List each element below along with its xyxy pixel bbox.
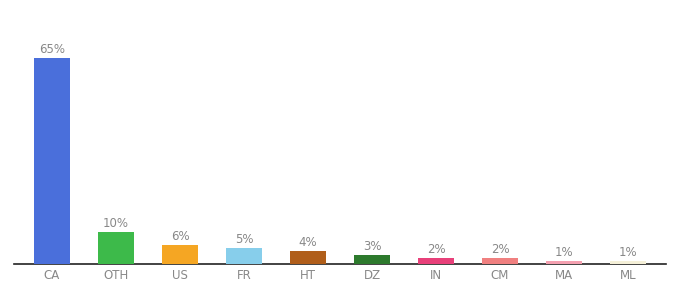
Text: 5%: 5% [235,233,253,246]
Text: 1%: 1% [619,246,637,259]
Text: 3%: 3% [362,240,381,253]
Text: 65%: 65% [39,43,65,56]
Bar [418,258,454,264]
Text: 4%: 4% [299,236,318,249]
Text: 2%: 2% [426,243,445,256]
Text: 1%: 1% [555,246,573,259]
Bar [354,254,390,264]
Bar [611,261,645,264]
Text: 6%: 6% [171,230,189,243]
Bar [226,248,262,264]
Text: 2%: 2% [491,243,509,256]
Bar [163,245,198,264]
Bar [35,58,69,264]
Bar [482,258,517,264]
Bar [99,232,133,264]
Bar [547,261,581,264]
Text: 10%: 10% [103,218,129,230]
Bar [290,251,326,264]
